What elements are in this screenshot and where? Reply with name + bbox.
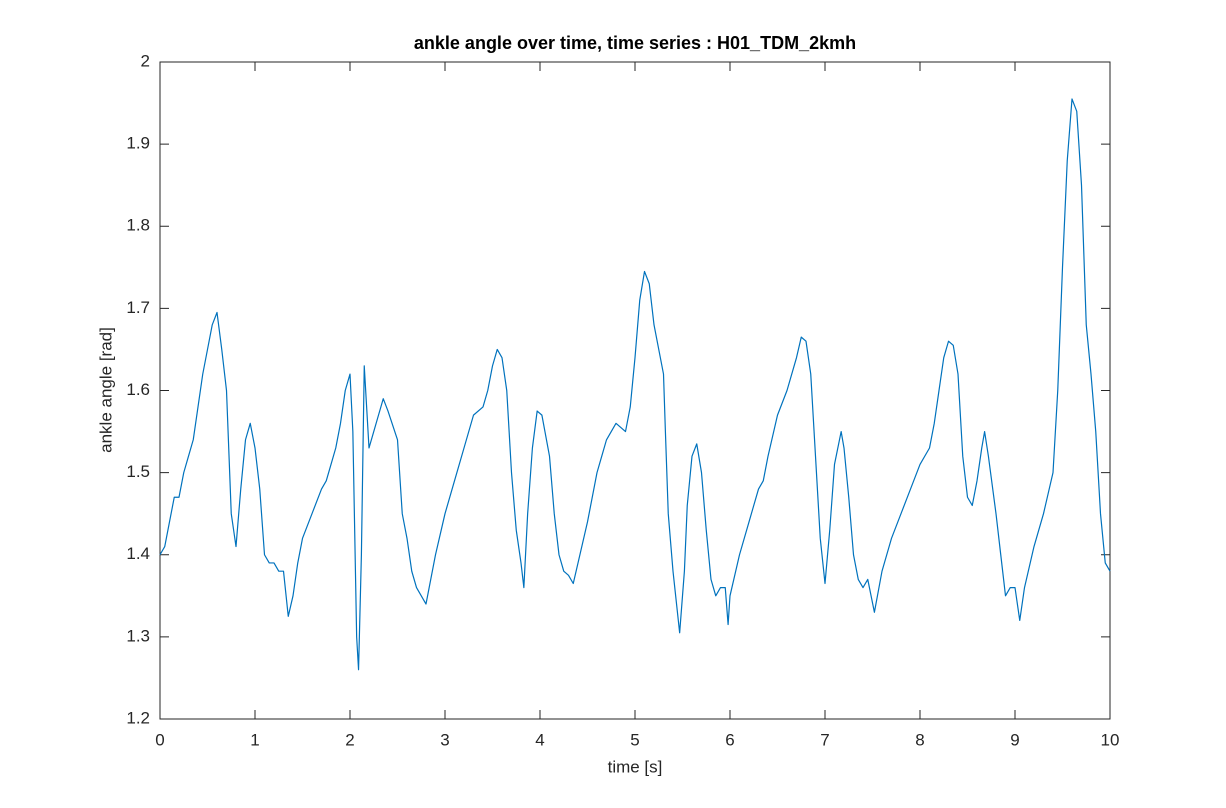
x-tick-label: 3 <box>440 730 449 749</box>
data-line <box>159 98 1111 671</box>
x-axis-label: time [s] <box>608 757 663 776</box>
chart-title: ankle angle over time, time series : H01… <box>414 33 856 53</box>
x-tick-label: 1 <box>250 730 259 749</box>
x-tick-label: 2 <box>345 730 354 749</box>
x-tick-label: 5 <box>630 730 639 749</box>
y-tick-label: 1.5 <box>126 462 150 481</box>
y-tick-label: 1.2 <box>126 708 150 727</box>
x-tick-label: 6 <box>725 730 734 749</box>
plot-area <box>159 61 1111 720</box>
y-tick-label: 1.3 <box>126 626 150 645</box>
x-tick-label: 7 <box>820 730 829 749</box>
x-tick-label: 9 <box>1010 730 1019 749</box>
y-tick-label: 1.4 <box>126 544 150 563</box>
x-tick-label: 10 <box>1101 730 1120 749</box>
x-tick-label: 0 <box>155 730 164 749</box>
y-tick-label: 1.9 <box>126 134 150 153</box>
y-tick-label: 2 <box>141 51 150 70</box>
x-tick-label: 8 <box>915 730 924 749</box>
y-tick-label: 1.7 <box>126 298 150 317</box>
y-axis-label: ankle angle [rad] <box>96 327 115 453</box>
x-tick-label: 4 <box>535 730 544 749</box>
y-tick-label: 1.6 <box>126 380 150 399</box>
y-tick-label: 1.8 <box>126 216 150 235</box>
